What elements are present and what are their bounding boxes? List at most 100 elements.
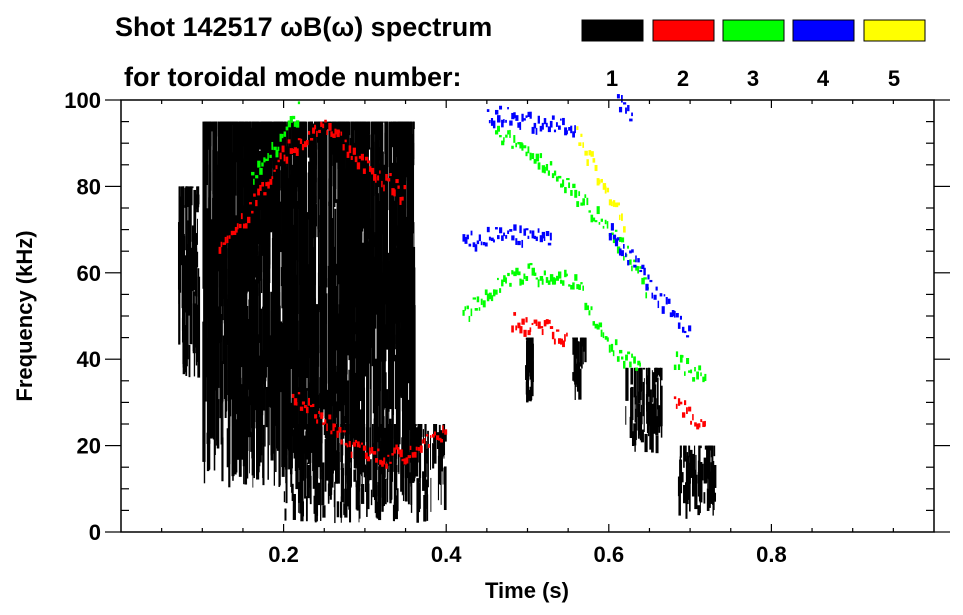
mode-1-mark [361, 311, 365, 358]
mode-1-mark [308, 429, 312, 463]
mode-4-mark [494, 109, 499, 115]
mode-2-mark [269, 178, 273, 185]
mode-2-mark [218, 246, 222, 254]
mode-5-mark [590, 151, 594, 157]
mode-4-mark [527, 235, 530, 239]
mode-2-mark [232, 230, 237, 235]
mode-3-mark [562, 179, 565, 187]
mode-4-mark [675, 312, 679, 318]
mode-1-mark [236, 243, 240, 311]
mode-1-mark [643, 378, 645, 409]
legend-swatch-mode-5 [863, 19, 926, 42]
mode-3-mark [541, 165, 545, 173]
mode-1-mark [337, 156, 339, 244]
mode-1-mark [297, 424, 301, 468]
mode-3-mark [519, 278, 522, 286]
mode-3-mark [535, 277, 539, 280]
mode-3-mark [515, 142, 518, 148]
mode-1-mark [418, 439, 421, 483]
mode-1-mark [680, 445, 682, 448]
mode-2-mark [383, 457, 386, 465]
mode-1-mark [256, 375, 260, 473]
mode-1-mark [344, 257, 346, 436]
mode-1-mark [293, 274, 297, 459]
mode-2-mark [370, 446, 374, 454]
mode-1-mark [222, 121, 226, 186]
mode-1-mark [300, 121, 302, 154]
mode-2-mark [281, 145, 285, 153]
mode-2-mark [373, 174, 377, 181]
mode-2-mark [377, 175, 380, 181]
mode-4-mark [653, 294, 657, 300]
mode-1-mark [237, 136, 241, 164]
mode-1-mark [342, 163, 345, 248]
mode-1-mark [212, 121, 215, 172]
mode-2-mark [551, 331, 555, 340]
mode-1-mark [192, 186, 194, 189]
mode-3-mark [519, 142, 523, 149]
mode-5-mark [594, 165, 598, 172]
mode-1-mark [408, 424, 411, 431]
mode-1-mark [225, 370, 228, 411]
mode-1-mark [328, 159, 331, 216]
mode-1-mark [193, 249, 196, 291]
mode-1-mark [410, 448, 413, 505]
mode-3-mark [564, 187, 567, 194]
mode-2-mark [354, 439, 358, 443]
mode-3-mark [596, 206, 600, 215]
mode-1-mark [364, 464, 367, 493]
mode-1-mark [234, 121, 238, 163]
mode-1-mark [329, 461, 332, 500]
mode-1-mark [644, 433, 648, 453]
mode-3-mark [639, 362, 641, 367]
mode-2-mark [368, 166, 372, 172]
mode-1-mark [213, 374, 216, 471]
mode-1-mark [215, 332, 217, 446]
mode-2-mark [377, 448, 380, 452]
mode-2-mark [330, 131, 333, 137]
mode-4-mark [466, 234, 469, 240]
mode-1-mark [219, 330, 223, 342]
mode-1-mark [399, 192, 402, 235]
mode-1-mark [359, 487, 361, 519]
mode-1-mark [221, 437, 224, 482]
mode-3-mark [633, 356, 636, 364]
mode-3-mark [580, 202, 584, 206]
mode-1-mark [386, 437, 389, 480]
mode-2-mark [521, 318, 525, 325]
mode-2-mark [301, 401, 306, 405]
mode-1-mark [707, 457, 709, 489]
mode-1-mark [278, 121, 280, 196]
mode-1-mark [425, 479, 428, 495]
mode-1-mark [572, 372, 576, 381]
mode-4-mark [629, 250, 632, 254]
mode-3-mark [568, 284, 571, 287]
mode-1-mark [313, 424, 316, 430]
mode-2-mark [238, 223, 242, 229]
mode-2-mark [263, 192, 267, 196]
mode-1-mark [216, 259, 218, 356]
mode-2-mark [316, 130, 318, 137]
mode-2-mark [255, 200, 258, 207]
mode-3-mark [470, 308, 473, 317]
mode-2-mark [334, 423, 337, 428]
mode-1-mark [349, 166, 352, 273]
mode-1-mark [288, 241, 292, 255]
mode-1-mark [660, 367, 662, 401]
mode-1-mark [410, 270, 413, 446]
mode-1-mark [393, 211, 397, 324]
mode-1-mark [321, 185, 324, 270]
mode-2-mark [681, 412, 686, 418]
mode-1-mark [231, 315, 235, 423]
mode-1-mark [278, 201, 282, 253]
mode-1-mark [333, 450, 336, 471]
mode-1-mark [249, 149, 252, 303]
mode-2-mark [541, 328, 544, 336]
mode-2-mark [694, 422, 697, 427]
mode-1-mark [192, 249, 194, 352]
mode-1-mark [344, 488, 348, 518]
mode-1-mark [229, 299, 232, 396]
mode-1-mark [403, 236, 406, 278]
mode-1-mark [297, 121, 299, 147]
mode-1-mark [333, 121, 336, 177]
